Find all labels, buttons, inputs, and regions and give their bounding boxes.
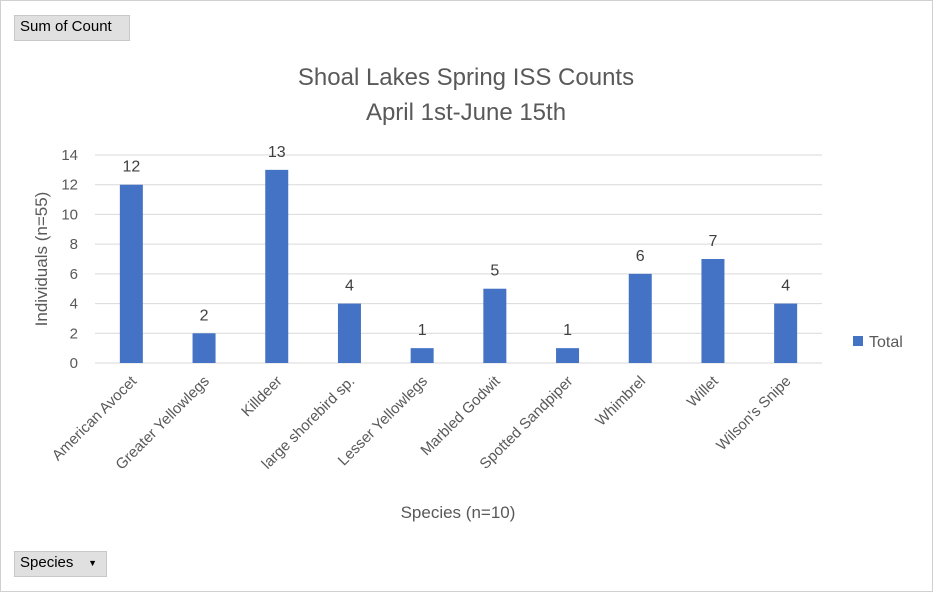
data-label: 4 [345, 278, 354, 295]
y-tick-label: 10 [61, 206, 78, 223]
bar [774, 303, 798, 363]
data-label: 2 [200, 307, 209, 324]
legend-swatch-total [853, 336, 863, 346]
y-tick-label: 2 [70, 325, 78, 342]
y-tick-label: 8 [70, 236, 78, 253]
x-tick-label: Willet [684, 372, 723, 411]
sum-of-count-label: Sum of Count [20, 18, 112, 35]
bars [119, 169, 798, 363]
data-label: 7 [708, 233, 717, 250]
legend-label-total: Total [869, 334, 903, 351]
data-label: 13 [268, 144, 286, 161]
data-label: 4 [781, 278, 790, 295]
bar [119, 184, 143, 363]
y-tick-label: 12 [61, 177, 78, 194]
bar [701, 259, 725, 363]
bar [192, 333, 216, 363]
x-tick-label: Killdeer [238, 373, 285, 420]
y-tick-label: 0 [70, 355, 78, 372]
bar [337, 303, 361, 363]
y-tick-label: 14 [61, 147, 78, 164]
chart-title-line2: April 1st-June 15th [366, 99, 566, 126]
bar [628, 273, 652, 363]
data-label: 1 [563, 322, 572, 339]
x-tick-label: Wilson's Snipe [713, 373, 794, 454]
data-label: 5 [490, 263, 499, 280]
bar [265, 169, 289, 363]
species-label: Species [20, 554, 74, 571]
data-label: 1 [418, 322, 427, 339]
gridlines [95, 154, 822, 364]
data-label: 6 [636, 248, 645, 265]
y-tick-label: 4 [70, 296, 78, 313]
triangle-down-icon[interactable]: ▼ [88, 558, 97, 568]
x-axis-title: Species (n=10) [401, 503, 516, 522]
bar [556, 348, 580, 363]
bar [483, 288, 507, 363]
chart-title-line1: Shoal Lakes Spring ISS Counts [298, 64, 634, 91]
y-tick-labels: 0 2 4 6 8 10 12 14 [61, 147, 78, 372]
y-tick-label: 6 [70, 266, 78, 283]
species-field-button[interactable]: Species ▼ [14, 551, 107, 577]
y-axis-title: Individuals (n=55) [32, 192, 51, 327]
data-labels: 12 2 13 4 1 5 1 6 7 4 [122, 144, 790, 339]
legend: Total [853, 334, 903, 351]
data-label: 12 [122, 159, 140, 176]
bar [410, 348, 434, 363]
sum-of-count-field-button[interactable]: Sum of Count [14, 15, 130, 41]
x-tick-label: Whimbrel [592, 373, 649, 430]
